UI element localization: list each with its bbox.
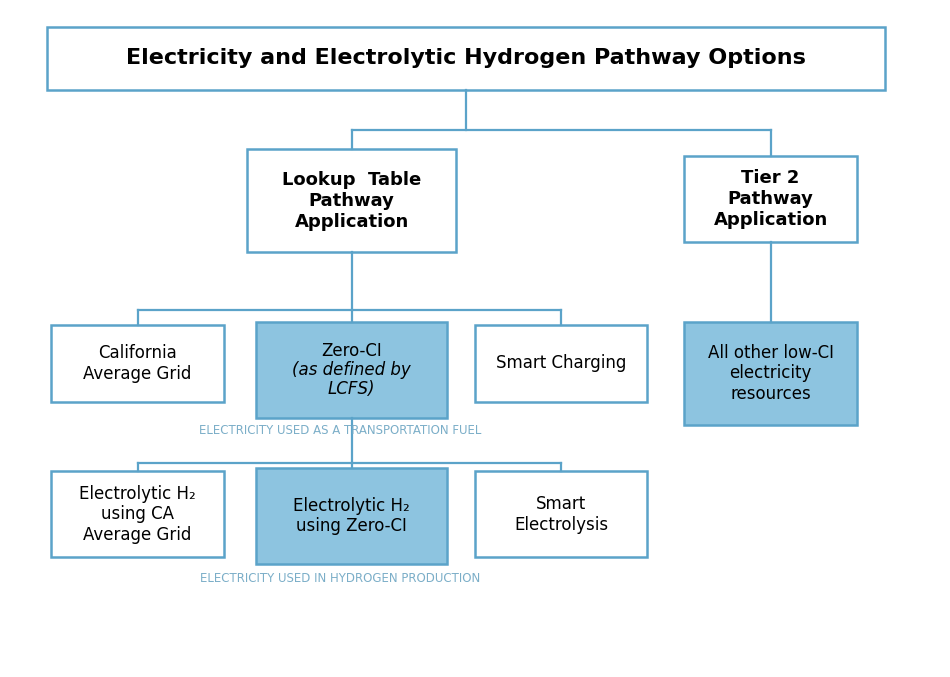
Text: Zero-CI: Zero-CI [321,343,382,360]
FancyBboxPatch shape [684,156,857,242]
FancyBboxPatch shape [47,26,884,89]
Text: All other low-CI
electricity
resources: All other low-CI electricity resources [708,343,833,403]
Text: LCFS): LCFS) [328,380,375,397]
FancyBboxPatch shape [256,468,447,564]
Text: Smart Charging: Smart Charging [496,354,626,372]
Text: ELECTRICITY USED IN HYDROGEN PRODUCTION: ELECTRICITY USED IN HYDROGEN PRODUCTION [200,572,480,585]
Text: Lookup  Table
Pathway
Application: Lookup Table Pathway Application [282,171,421,231]
Text: (as defined by: (as defined by [293,361,411,379]
Text: Electrolytic H₂
using Zero-CI: Electrolytic H₂ using Zero-CI [294,496,410,536]
FancyBboxPatch shape [684,322,857,424]
FancyBboxPatch shape [51,471,223,557]
FancyBboxPatch shape [475,325,647,401]
Text: California
Average Grid: California Average Grid [84,344,192,383]
FancyBboxPatch shape [475,471,647,557]
FancyBboxPatch shape [51,325,223,401]
FancyBboxPatch shape [247,150,456,253]
FancyBboxPatch shape [256,322,447,418]
Text: ELECTRICITY USED AS A TRANSPORTATION FUEL: ELECTRICITY USED AS A TRANSPORTATION FUE… [199,424,482,437]
Text: Smart
Electrolysis: Smart Electrolysis [514,495,608,533]
Text: Electrolytic H₂
using CA
Average Grid: Electrolytic H₂ using CA Average Grid [79,485,196,544]
Text: Tier 2
Pathway
Application: Tier 2 Pathway Application [713,169,827,229]
Text: Electricity and Electrolytic Hydrogen Pathway Options: Electricity and Electrolytic Hydrogen Pa… [125,48,806,68]
